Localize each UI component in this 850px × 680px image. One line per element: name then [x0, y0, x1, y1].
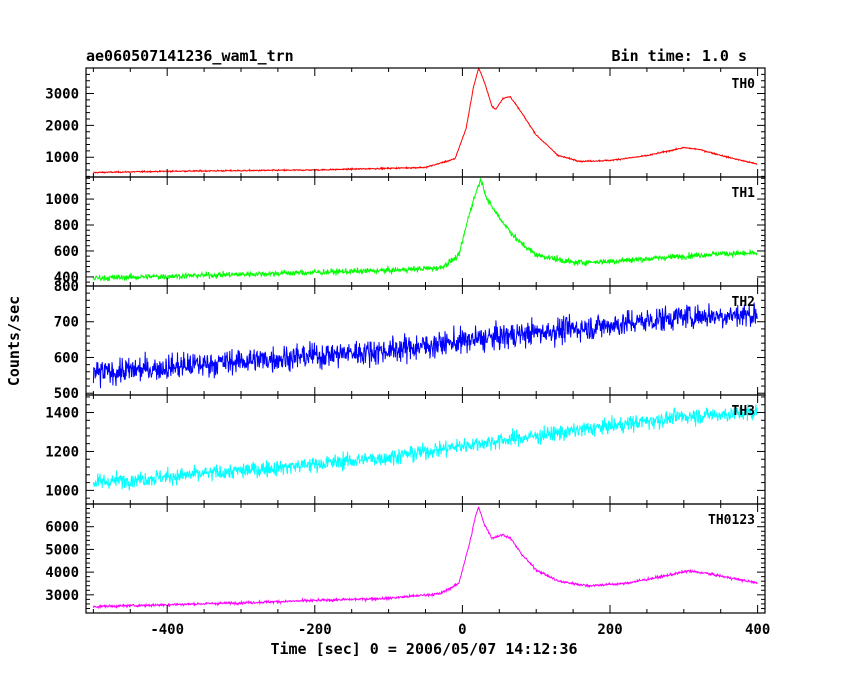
- panel-label: TH3: [732, 404, 755, 419]
- series-line-th2: [92, 302, 758, 389]
- panel-th0123: 3000 4000 5000 6000 TH0123: [45, 503, 766, 614]
- x-tick-label: 400: [745, 622, 770, 638]
- panel-label: TH1: [732, 186, 756, 201]
- panel-frame: [85, 176, 766, 287]
- x-tick-label: 0: [458, 622, 466, 638]
- y-tick-label: 3000: [45, 86, 79, 102]
- panel-th2: 500 600 700 800 TH2: [54, 279, 766, 402]
- chart-title: ae060507141236_wam1_trn: [86, 47, 294, 65]
- y-tick-label: 5000: [45, 542, 79, 558]
- y-tick-label: 6000: [45, 520, 79, 536]
- series-line-th1: [92, 177, 758, 282]
- y-tick-label: 600: [54, 350, 79, 366]
- x-tick-label: -400: [150, 622, 184, 638]
- y-tick-label: 2000: [45, 118, 79, 134]
- y-tick-label: 4000: [45, 565, 79, 581]
- y-tick-label: 3000: [45, 588, 79, 604]
- panel-frame: [85, 67, 766, 178]
- chart-subtitle: Bin time: 1.0 s: [612, 47, 747, 65]
- x-tick-label: 200: [597, 622, 622, 638]
- x-tick-label: -200: [298, 622, 332, 638]
- y-tick-label: 1000: [45, 192, 79, 208]
- series-line-th0: [93, 68, 758, 174]
- y-tick-label: 400: [54, 270, 79, 286]
- panel-label: TH2: [732, 295, 755, 310]
- panel-th0: 1000 2000 3000 TH0: [45, 67, 766, 178]
- y-tick-label: 800: [54, 279, 79, 295]
- y-tick-label: 600: [54, 244, 79, 260]
- y-tick-label: 1200: [45, 444, 79, 460]
- y-tick-label: 800: [54, 218, 79, 234]
- series-line-th0123: [92, 506, 758, 610]
- y-tick-label: 1000: [45, 150, 79, 166]
- x-axis-label: Time [sec] 0 = 2006/05/07 14:12:36: [270, 640, 577, 658]
- y-tick-label: 700: [54, 315, 79, 331]
- y-tick-label: 500: [54, 386, 79, 402]
- series-line-th3: [92, 404, 758, 491]
- y-tick-label: 1400: [45, 406, 79, 422]
- panel-th3: 1000 1200 1400 TH3: [45, 394, 766, 505]
- panel-th1: 400 600 800 1000 TH1: [45, 176, 766, 287]
- panel-label: TH0: [732, 77, 756, 92]
- y-axis-label: Counts/sec: [5, 296, 23, 386]
- y-tick-label: 1000: [45, 483, 79, 499]
- panel-label: TH0123: [708, 513, 755, 528]
